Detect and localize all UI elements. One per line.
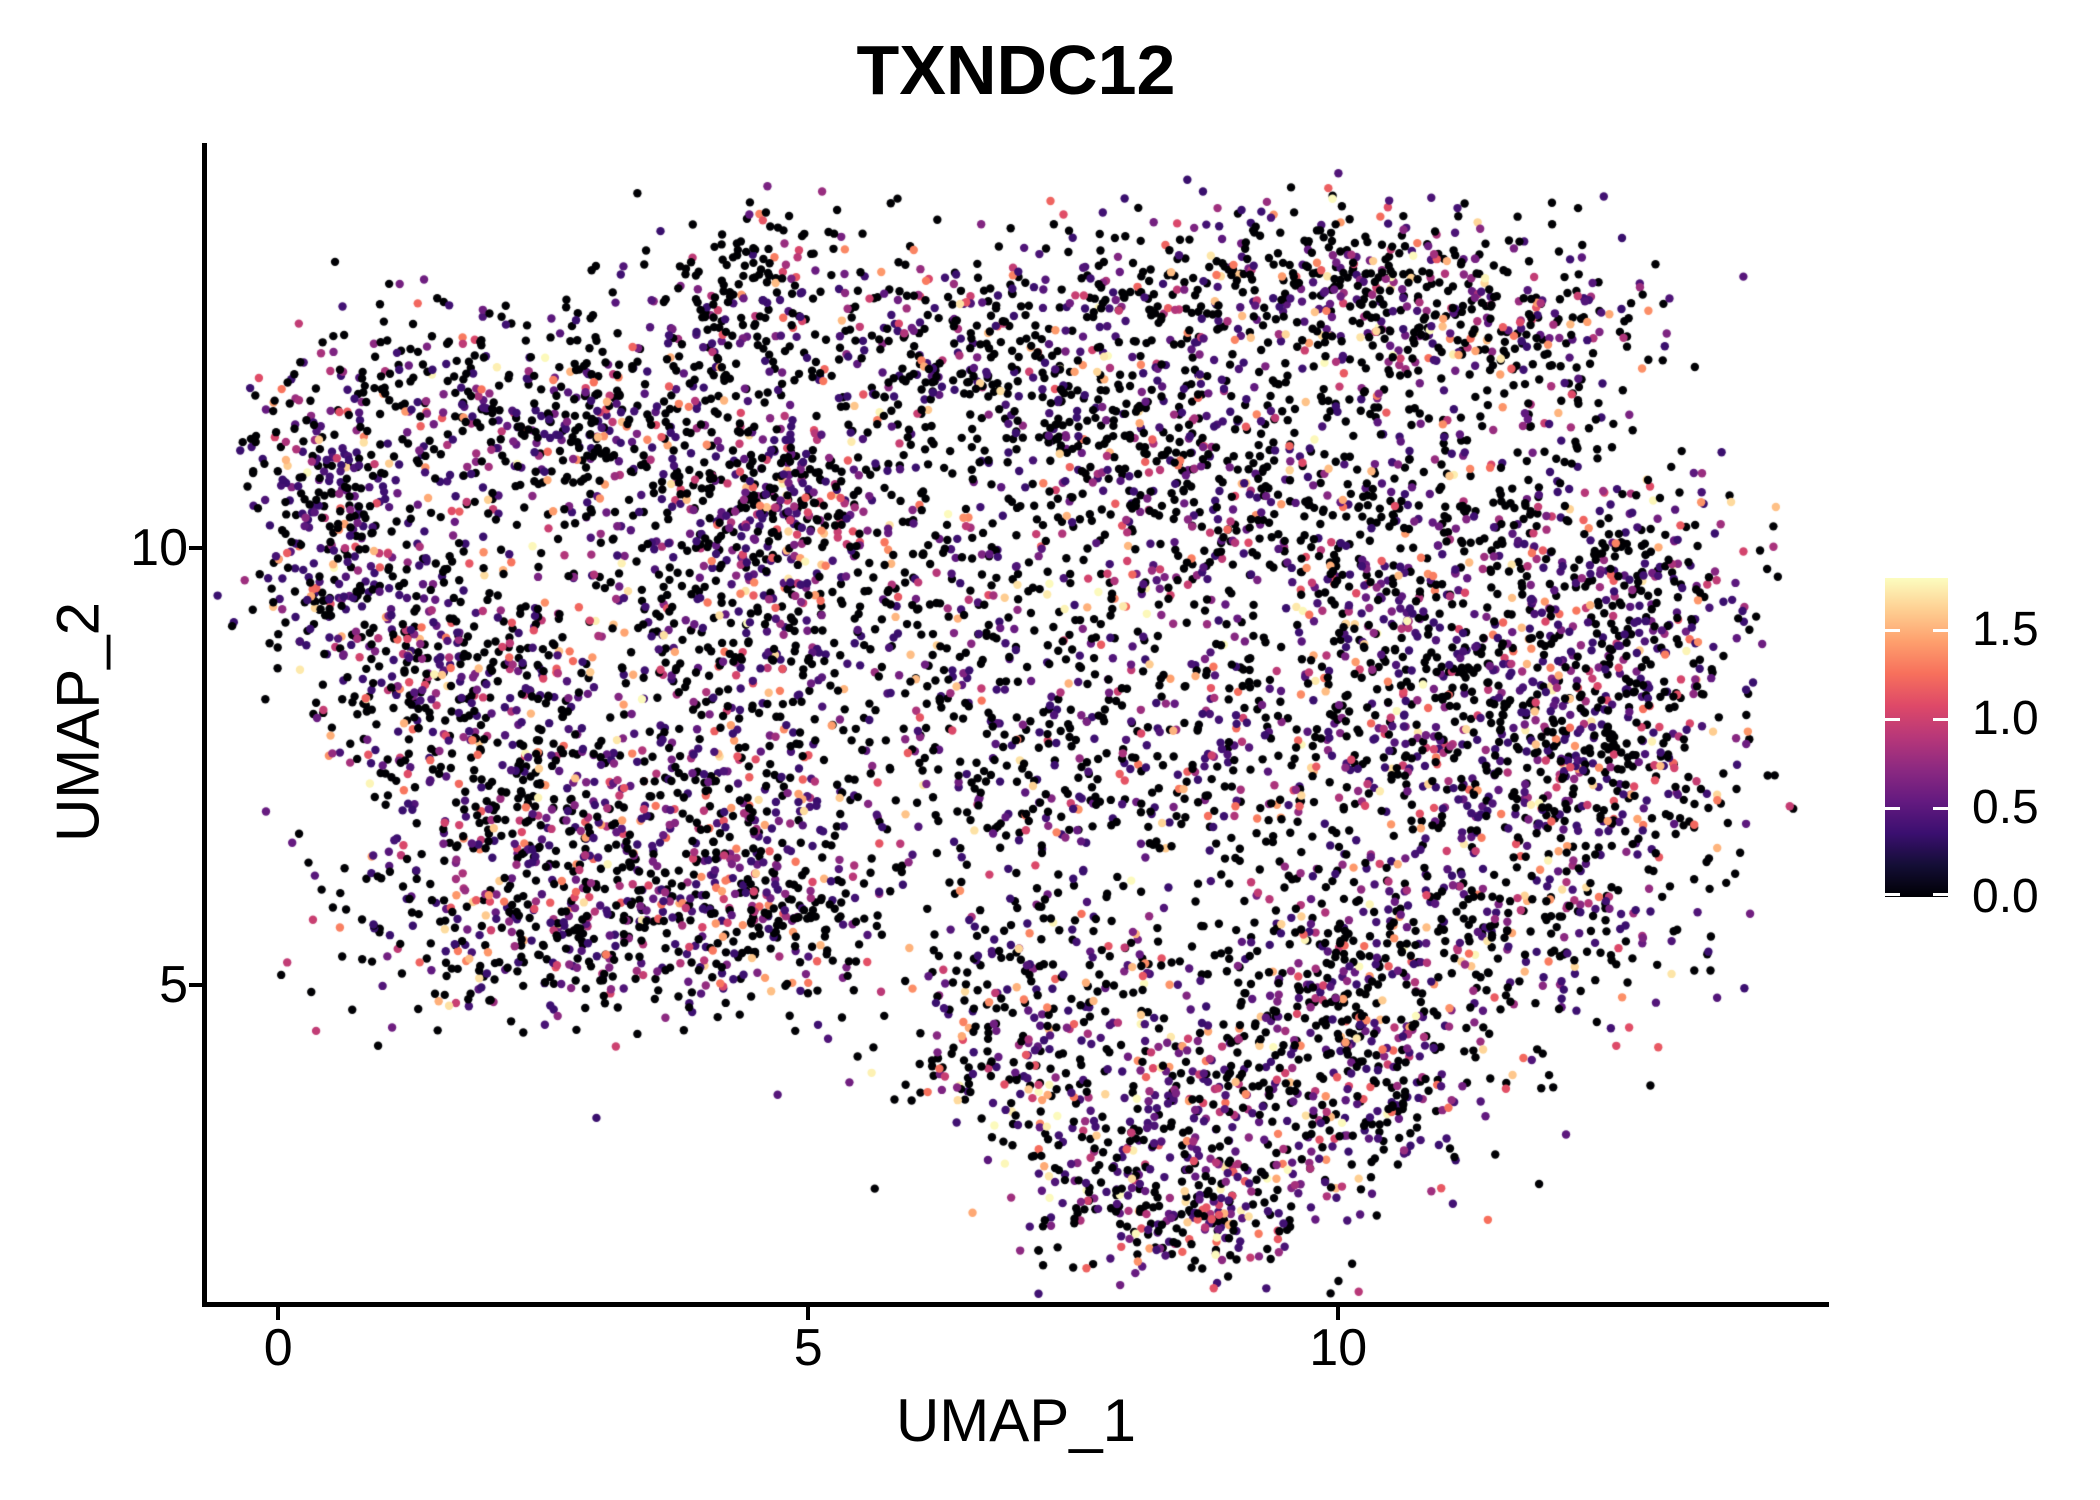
x-tick-label: 0 (263, 1319, 293, 1377)
colorbar-tick-mark (1933, 806, 1948, 810)
colorbar-tick-mark (1933, 628, 1948, 632)
x-tick-mark (1336, 1307, 1341, 1320)
colorbar-tick-mark (1885, 628, 1900, 632)
colorbar-tick-label: 0.0 (1972, 870, 2039, 923)
x-tick-label: 5 (793, 1319, 823, 1377)
colorbar-tick-mark (1885, 717, 1900, 721)
chart-title: TXNDC12 (856, 31, 1176, 109)
x-axis-line (202, 1302, 1829, 1307)
colorbar-tick-mark (1933, 717, 1948, 721)
colorbar-tick-label: 1.5 (1972, 602, 2039, 656)
y-tick-mark (189, 545, 202, 550)
colorbar-tick-label: 1.0 (1972, 691, 2039, 745)
x-tick-label: 10 (1309, 1319, 1368, 1377)
colorbar-tick-mark (1885, 806, 1900, 810)
y-tick-mark (189, 982, 202, 987)
y-tick-label: 10 (130, 518, 188, 577)
colorbar-tick-label: 0.5 (1972, 780, 2039, 834)
x-axis-title: UMAP_1 (895, 1387, 1137, 1454)
y-axis-line (202, 143, 207, 1307)
x-tick-mark (806, 1307, 811, 1320)
colorbar-tick-mark (1885, 893, 1900, 896)
y-axis-title: UMAP_2 (44, 601, 112, 843)
colorbar-tick-mark (1933, 893, 1948, 896)
y-tick-label: 5 (159, 955, 188, 1014)
x-tick-mark (276, 1307, 281, 1320)
expression-colorbar (1885, 578, 1948, 897)
